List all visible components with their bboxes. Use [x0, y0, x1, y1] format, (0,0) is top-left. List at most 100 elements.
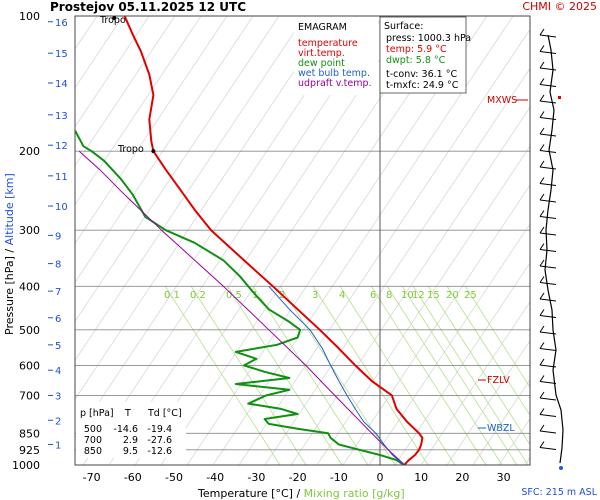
wind-barb-shaft	[539, 414, 557, 417]
wind-barb-shaft	[539, 216, 557, 219]
mixing-ratio-line	[464, 285, 530, 388]
wind-barb-shaft	[539, 298, 557, 302]
altitude-tick-label: 1	[55, 440, 61, 451]
wind-barb-feather	[539, 177, 545, 184]
mixing-ratio-line	[226, 285, 343, 465]
wind-barb-feather	[539, 243, 545, 250]
table-header-cell: Td [°C]	[147, 408, 182, 419]
dry-adiabat-line	[75, 16, 228, 245]
wind-barb-feather	[539, 259, 545, 267]
wind-barb	[539, 441, 557, 450]
altitude-tick-label: 2	[55, 416, 61, 427]
wind-barb-shaft	[539, 430, 557, 434]
wind-barb-shaft	[539, 199, 557, 203]
dry-adiabat-line	[316, 145, 530, 465]
surface-tmxfc: t-mxfc: 24.9 °C	[386, 80, 459, 91]
table-cell-temp: 9.5	[123, 446, 138, 457]
legend-item-label: wet bulb temp.	[298, 68, 370, 79]
altitude-tick-label: 9	[55, 231, 61, 242]
x-axis-label-temperature: Temperature [°C]	[197, 487, 293, 500]
mixing-ratio-line	[164, 285, 281, 465]
wind-barb-feather	[539, 276, 545, 283]
dry-adiabat-line	[264, 67, 530, 465]
mixing-ratio-line	[279, 285, 396, 465]
table-cell-dewpoint: -19.4	[147, 424, 172, 435]
altitude-tick-label: 13	[55, 111, 68, 122]
mixing-ratio-label: 4	[339, 290, 345, 301]
wind-barb-feather	[539, 127, 545, 135]
mixing-ratio-label: 20	[446, 290, 459, 301]
wind-barb-shaft	[539, 34, 557, 38]
altitude-tick-label: 5	[55, 341, 61, 352]
x-axis-label-separator: /	[293, 487, 304, 500]
table-cell-pressure: 500	[84, 424, 102, 435]
wind-barb-feather	[539, 342, 545, 349]
series-line-udpraft-v-temp-	[78, 150, 406, 465]
wind-barb	[539, 45, 557, 54]
wind-barb-shaft	[539, 348, 557, 351]
dry-adiabat-line	[75, 16, 332, 400]
wind-barb	[539, 111, 557, 120]
y-axis-label-separator: /	[3, 245, 16, 256]
wind-barb-shaft	[539, 183, 557, 186]
wind-barb-feather	[539, 193, 545, 201]
tropopause-label-lower: Tropo	[117, 144, 144, 155]
wind-barb	[539, 342, 557, 351]
temperature-tick-label: 0	[377, 471, 384, 484]
surface-temp: temp: 5.9 °C	[386, 44, 447, 55]
wind-barb	[539, 210, 557, 219]
surface-wind-marker	[559, 466, 563, 470]
temperature-tick-label: 20	[455, 471, 469, 484]
wind-barb-shaft	[539, 315, 557, 318]
wind-barb-feather	[539, 210, 545, 217]
pressure-tick-label: 700	[19, 389, 40, 402]
dry-adiabat-line	[551, 16, 600, 465]
altitude-tick-label: 12	[55, 141, 68, 152]
wind-barb-feather	[539, 292, 545, 300]
fzlv-label: FZLV	[487, 375, 510, 386]
mixing-ratio-line	[401, 285, 518, 465]
temperature-tick-label: 10	[414, 471, 428, 484]
mixing-ratio-label: 0.1	[164, 290, 180, 301]
temperature-tick-label: -70	[83, 471, 101, 484]
wind-barb-shaft	[539, 282, 557, 285]
wind-barb-shaft	[539, 150, 557, 153]
pressure-tick-label: 1000	[12, 459, 40, 472]
series-line-temperature	[123, 16, 424, 465]
temperature-tick-label: -50	[165, 471, 183, 484]
wbzl-label: WBZL	[487, 423, 515, 434]
wind-barb-shaft	[539, 166, 557, 170]
pressure-tick-label: 400	[19, 280, 40, 293]
legend-item-label: temperature	[298, 38, 358, 49]
altitude-tick-label: 10	[55, 202, 68, 213]
dry-adiabat-line	[75, 16, 202, 206]
max-wind-marker	[558, 96, 561, 99]
mixing-ratio-line	[370, 285, 487, 465]
table-cell-dewpoint: -27.6	[147, 435, 172, 446]
temperature-tick-label: -10	[330, 471, 348, 484]
dry-adiabat-line	[394, 262, 530, 465]
wind-barb-shaft	[539, 51, 557, 54]
wind-barb-feather	[539, 309, 545, 316]
wind-barb-feather	[539, 391, 545, 399]
altitude-tick-label: 4	[55, 366, 61, 377]
wind-barb-feather	[539, 424, 545, 432]
legend-item-label: udpraft v.temp.	[298, 78, 372, 89]
mixing-ratio-line	[427, 285, 530, 446]
altitude-tick-label: 8	[55, 260, 61, 271]
wind-barb-feather	[539, 144, 545, 151]
tropopause-marker	[151, 149, 156, 154]
mixing-ratio-label: 0.5	[226, 290, 242, 301]
wind-barb	[539, 94, 557, 104]
wind-barb-feather	[539, 441, 545, 448]
wind-barb-shaft	[539, 447, 557, 450]
mixing-ratio-label: 15	[427, 290, 440, 301]
table-cell-temp: -14.6	[113, 424, 138, 435]
wind-barb	[539, 309, 557, 318]
wind-barb-shaft	[539, 117, 557, 120]
temperature-tick-label: -30	[247, 471, 265, 484]
mixing-ratio-label: 8	[386, 290, 392, 301]
